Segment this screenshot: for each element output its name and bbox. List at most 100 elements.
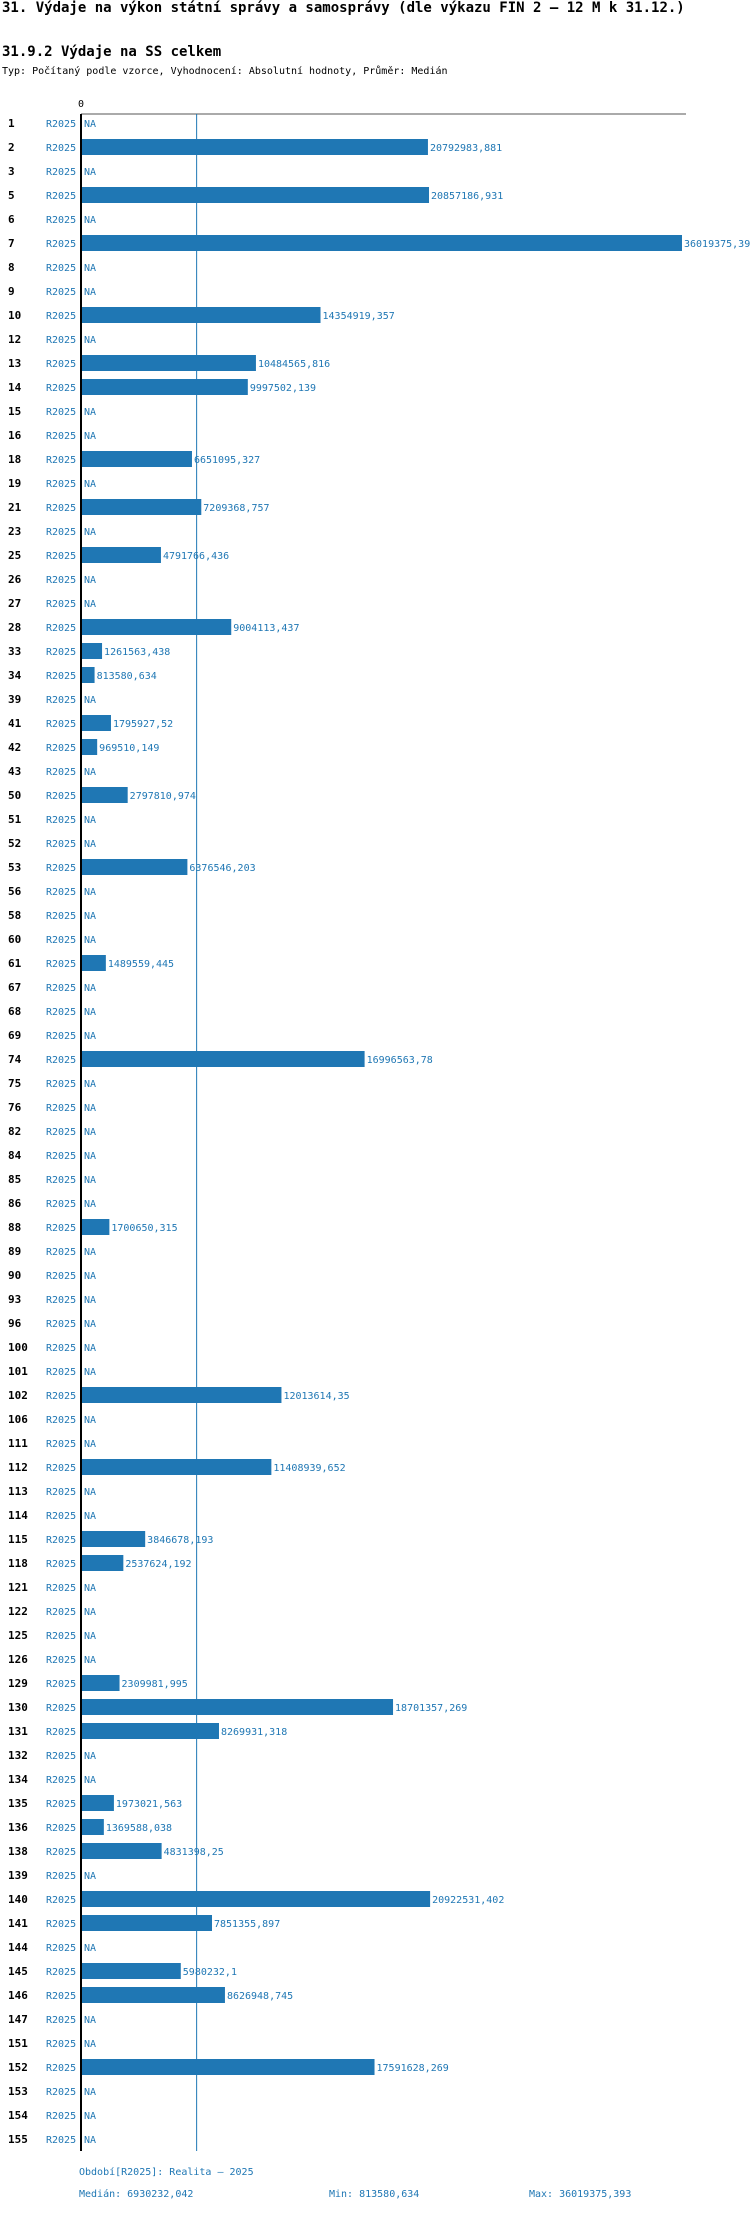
chart-subtitle: 31.9.2 Výdaje na SS celkem — [2, 44, 222, 60]
bar — [81, 1675, 120, 1691]
row-label: 82 — [8, 1125, 21, 1138]
series-label: R2025 — [46, 2111, 76, 2122]
bar — [81, 1531, 146, 1547]
bar — [81, 1387, 282, 1403]
row-label: 2 — [8, 141, 15, 154]
series-label: R2025 — [46, 407, 76, 418]
na-label: NA — [84, 1367, 96, 1378]
na-label: NA — [84, 2087, 96, 2098]
row-label: 19 — [8, 477, 21, 490]
series-label: R2025 — [46, 1079, 76, 1090]
row-label: 93 — [8, 1293, 21, 1306]
chart-description: Typ: Počítaný podle vzorce, Vyhodnocení:… — [2, 66, 448, 77]
value-label: 6651095,327 — [194, 455, 260, 466]
series-label: R2025 — [46, 1367, 76, 1378]
series-label: R2025 — [46, 959, 76, 970]
row-label: 84 — [8, 1149, 22, 1162]
row-label: 112 — [8, 1461, 28, 1474]
footer-median: Medián: 6930232,042 — [79, 2189, 194, 2200]
bar — [81, 139, 428, 155]
na-label: NA — [84, 1871, 96, 1882]
row-label: 111 — [8, 1437, 28, 1450]
series-label: R2025 — [46, 1967, 76, 1978]
series-label: R2025 — [46, 215, 76, 226]
series-label: R2025 — [46, 1055, 76, 1066]
na-label: NA — [84, 1295, 96, 1306]
row-label: 86 — [8, 1197, 22, 1210]
value-label: 9997502,139 — [250, 383, 316, 394]
series-label: R2025 — [46, 191, 76, 202]
na-label: NA — [84, 911, 96, 922]
row-label: 41 — [8, 717, 22, 730]
row-label: 5 — [8, 189, 15, 202]
series-label: R2025 — [46, 1583, 76, 1594]
row-label: 76 — [8, 1101, 22, 1114]
series-label: R2025 — [46, 791, 76, 802]
footer-max: Max: 36019375,393 — [529, 2189, 632, 2200]
row-label: 131 — [8, 1725, 28, 1738]
series-label: R2025 — [46, 1031, 76, 1042]
series-label: R2025 — [46, 287, 76, 298]
value-label: 1973021,563 — [116, 1799, 182, 1810]
series-label: R2025 — [46, 815, 76, 826]
na-label: NA — [84, 1031, 96, 1042]
bar — [81, 1963, 181, 1979]
series-label: R2025 — [46, 1151, 76, 1162]
row-label: 145 — [8, 1965, 28, 1978]
na-label: NA — [84, 407, 96, 418]
series-label: R2025 — [46, 1631, 76, 1642]
value-label: 5980232,1 — [183, 1967, 237, 1978]
row-label: 7 — [8, 237, 15, 250]
series-label: R2025 — [46, 1823, 76, 1834]
row-label: 21 — [8, 501, 22, 514]
series-label: R2025 — [46, 1175, 76, 1186]
na-label: NA — [84, 1607, 96, 1618]
footer-min: Min: 813580,634 — [329, 2189, 420, 2200]
row-label: 153 — [8, 2085, 28, 2098]
na-label: NA — [84, 1631, 96, 1642]
na-label: NA — [84, 1079, 96, 1090]
row-label: 121 — [8, 1581, 28, 1594]
chart-title: 31. Výdaje na výkon státní správy a samo… — [2, 0, 685, 16]
na-label: NA — [84, 1247, 96, 1258]
row-label: 15 — [8, 405, 21, 418]
series-label: R2025 — [46, 479, 76, 490]
row-label: 51 — [8, 813, 22, 826]
bar — [81, 547, 161, 563]
na-label: NA — [84, 1175, 96, 1186]
na-label: NA — [84, 599, 96, 610]
series-label: R2025 — [46, 2015, 76, 2026]
row-label: 13 — [8, 357, 21, 370]
na-label: NA — [84, 1103, 96, 1114]
series-label: R2025 — [46, 1535, 76, 1546]
bar — [81, 1699, 394, 1715]
row-label: 33 — [8, 645, 21, 658]
series-label: R2025 — [46, 1991, 76, 2002]
na-label: NA — [84, 2135, 96, 2146]
series-label: R2025 — [46, 671, 76, 682]
row-label: 34 — [8, 669, 22, 682]
value-label: 1700650,315 — [111, 1223, 177, 1234]
na-label: NA — [84, 1775, 96, 1786]
series-label: R2025 — [46, 2039, 76, 2050]
bar — [81, 2059, 375, 2075]
na-label: NA — [84, 1199, 96, 1210]
value-label: 6376546,203 — [189, 863, 255, 874]
row-label: 85 — [8, 1173, 21, 1186]
row-label: 23 — [8, 525, 21, 538]
na-label: NA — [84, 1271, 96, 1282]
row-label: 102 — [8, 1389, 28, 1402]
series-label: R2025 — [46, 167, 76, 178]
row-label: 144 — [8, 1941, 28, 1954]
series-label: R2025 — [46, 1655, 76, 1666]
value-label: 1261563,438 — [104, 647, 170, 658]
row-label: 151 — [8, 2037, 28, 2050]
row-label: 58 — [8, 909, 21, 922]
na-label: NA — [84, 1511, 96, 1522]
series-label: R2025 — [46, 1463, 76, 1474]
series-label: R2025 — [46, 455, 76, 466]
series-label: R2025 — [46, 1775, 76, 1786]
row-label: 155 — [8, 2133, 28, 2146]
na-label: NA — [84, 1127, 96, 1138]
bar — [81, 307, 321, 323]
